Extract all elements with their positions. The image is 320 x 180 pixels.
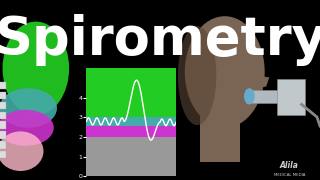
- Bar: [0, 102, 6, 109]
- Ellipse shape: [0, 110, 54, 146]
- Bar: [0, 92, 6, 99]
- Bar: [277, 79, 305, 115]
- Bar: [0, 141, 6, 148]
- Bar: [86, 126, 176, 137]
- Text: Spirometry: Spirometry: [0, 14, 320, 66]
- Bar: [86, 137, 176, 176]
- Ellipse shape: [244, 88, 255, 104]
- Bar: [0, 82, 6, 89]
- Bar: [0, 122, 6, 129]
- Bar: [246, 90, 301, 103]
- Polygon shape: [259, 76, 269, 88]
- Bar: [200, 112, 240, 162]
- Ellipse shape: [0, 88, 57, 128]
- Bar: [0, 131, 6, 139]
- Text: Alila: Alila: [280, 161, 299, 170]
- Ellipse shape: [178, 26, 216, 125]
- Ellipse shape: [185, 16, 265, 128]
- Text: MEDICAL MEDIA: MEDICAL MEDIA: [274, 173, 305, 177]
- Bar: [86, 118, 176, 126]
- Ellipse shape: [3, 22, 69, 115]
- Bar: [0, 112, 6, 119]
- Bar: [0, 151, 6, 158]
- Ellipse shape: [0, 131, 44, 171]
- Bar: [86, 68, 176, 118]
